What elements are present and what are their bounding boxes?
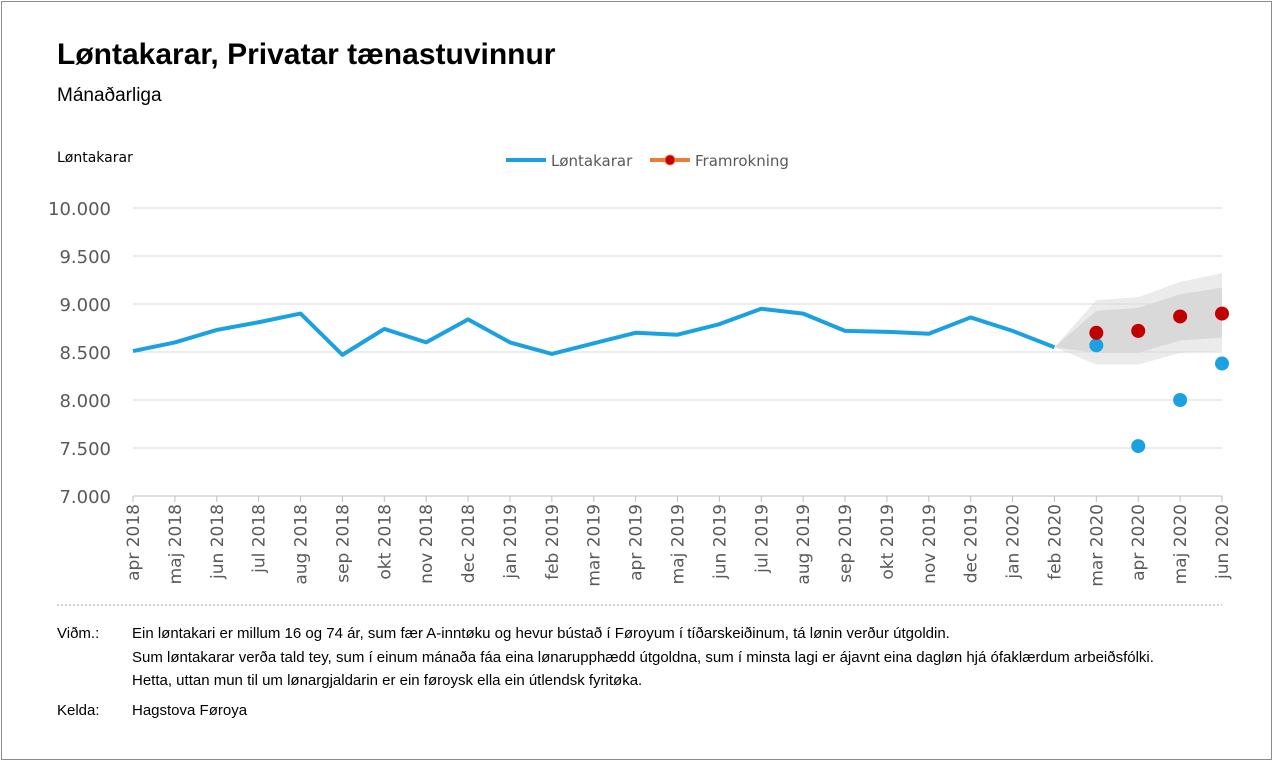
y-tick-label: 9.500: [59, 247, 111, 268]
x-tick-label: dec 2019: [962, 504, 982, 583]
legend: Løntakarar Framrokning: [506, 152, 789, 170]
x-tick-label: apr 2019: [627, 504, 647, 581]
x-tick-label: sep 2018: [333, 504, 353, 583]
point-lontakarar: [1089, 338, 1104, 353]
series-layer: [132, 306, 1229, 454]
x-tick-label: jan 2019: [501, 504, 521, 580]
x-tick-label: jun 2020: [1213, 504, 1233, 580]
x-tick-label: jan 2020: [1004, 504, 1024, 580]
y-tick-label: 10.000: [48, 199, 111, 220]
point-framrokning: [1215, 306, 1229, 321]
y-axis-label: Løntakarar: [57, 150, 133, 166]
x-axis: [132, 495, 1223, 502]
x-tick-label: nov 2018: [417, 504, 437, 584]
y-tick-label: 7.500: [59, 439, 111, 460]
x-tick-label: apr 2018: [124, 504, 144, 581]
x-tick-label: dec 2018: [459, 504, 479, 583]
y-tick-label: 8.000: [59, 391, 111, 412]
point-lontakarar: [1173, 393, 1188, 407]
x-tick-label: apr 2020: [1129, 504, 1149, 581]
y-tick-label: 9.000: [59, 295, 111, 316]
x-tick-label: mar 2020: [1087, 504, 1107, 587]
x-tick-label: aug 2019: [794, 504, 814, 585]
note-line: Ein løntakari er millum 16 og 74 ár, sum…: [132, 625, 950, 642]
x-tick-label: okt 2018: [375, 504, 395, 580]
x-tick-label: jun 2018: [208, 504, 228, 580]
series-line-lontakarar: [132, 306, 1056, 357]
x-tick-label: maj 2018: [166, 504, 186, 584]
legend-label-framrokning: Framrokning: [695, 152, 789, 170]
notes-label: Viðm.:: [57, 625, 100, 642]
y-axis-ticks: 7.000 7.500 8.000 8.500 9.000 9.500 10.000: [48, 199, 111, 508]
chart-subtitle: Mánaðarliga: [57, 85, 162, 106]
x-tick-label: maj 2020: [1171, 504, 1191, 584]
legend-label-lontakarar: Løntakarar: [551, 152, 633, 170]
point-lontakarar: [1215, 356, 1229, 371]
y-tick-label: 8.500: [59, 343, 111, 364]
x-tick-label: feb 2020: [1045, 504, 1065, 580]
point-lontakarar: [1131, 439, 1146, 454]
x-tick-label: jul 2018: [250, 504, 270, 574]
forecast-band: [1054, 273, 1222, 365]
chart-title: Løntakarar, Privatar tænastuvinnur: [57, 38, 556, 71]
source-label: Kelda:: [57, 702, 100, 719]
x-tick-label: feb 2019: [543, 504, 563, 580]
point-framrokning: [1173, 309, 1188, 324]
x-tick-label: mar 2019: [585, 504, 605, 587]
x-tick-label: jul 2019: [752, 504, 772, 574]
gridlines: [133, 207, 1222, 449]
x-tick-label: aug 2018: [292, 504, 312, 585]
legend-swatch-framrokning-marker: [664, 154, 676, 166]
point-framrokning: [1131, 323, 1146, 338]
point-framrokning: [1089, 325, 1104, 340]
note-line: Sum løntakarar verða tald tey, sum í ein…: [132, 649, 1154, 666]
x-tick-label: maj 2019: [669, 504, 689, 584]
x-axis-ticks: apr 2018 maj 2018 jun 2018 jul 2018 aug 2018…: [124, 504, 1233, 587]
x-tick-label: sep 2019: [836, 504, 856, 583]
x-tick-label: nov 2019: [920, 504, 940, 584]
x-tick-label: okt 2019: [878, 504, 898, 580]
note-line: Hetta, uttan mun til um lønargjaldarin e…: [132, 672, 643, 689]
x-tick-label: jun 2019: [710, 504, 730, 580]
y-tick-label: 7.000: [59, 487, 111, 508]
source-text: Hagstova Føroya: [132, 702, 248, 719]
